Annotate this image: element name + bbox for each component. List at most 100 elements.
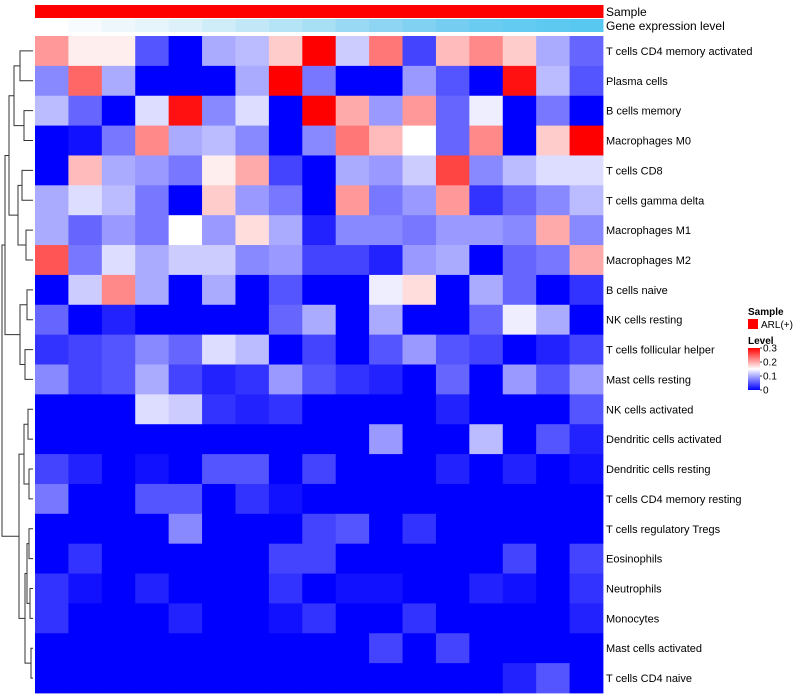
- heatmap-cell: [435, 573, 470, 604]
- annotation-label-gene-expression: Gene expression level: [606, 19, 725, 33]
- heatmap-cell: [536, 573, 570, 604]
- heatmap-cell: [569, 155, 604, 186]
- heatmap-cell: [68, 274, 103, 306]
- gene-level-annotation-cell: [536, 19, 571, 32]
- heatmap-cell: [435, 36, 470, 67]
- heatmap-cell: [35, 185, 69, 216]
- heatmap-cell: [302, 95, 337, 126]
- annotation-label-sample: Sample: [606, 5, 647, 19]
- heatmap-cell: [469, 155, 504, 186]
- heatmap-cell: [569, 125, 604, 156]
- heatmap-cell: [68, 633, 103, 664]
- heatmap-cell: [135, 603, 170, 634]
- heatmap-cell: [302, 185, 337, 216]
- heatmap-cell: [502, 573, 537, 604]
- heatmap-cell: [502, 424, 537, 455]
- heatmap-cell: [569, 65, 604, 97]
- heatmap-cell: [135, 185, 170, 216]
- legend-level-ticks: 0.3 0.2 0.1 0: [760, 344, 777, 397]
- row-label-t-cells-cd4-memory-resting: T cells CD4 memory resting: [606, 494, 742, 506]
- row-label-dendritic-cells-activated: Dendritic cells activated: [606, 434, 722, 446]
- heatmap-cell: [168, 304, 203, 336]
- heatmap-cell: [101, 483, 136, 515]
- heatmap-cell: [35, 215, 69, 246]
- heatmap-cell: [168, 394, 203, 425]
- heatmap-cell: [502, 513, 537, 545]
- heatmap-cell: [569, 334, 604, 365]
- heatmap-cell: [101, 125, 136, 156]
- row-labels: T cells CD4 memory activated Plasma cells…: [606, 46, 753, 685]
- heatmap-cell: [469, 185, 504, 216]
- gene-level-annotation-cell: [202, 19, 236, 32]
- heatmap-cell: [435, 543, 470, 574]
- sample-annotation-cell: [335, 5, 370, 18]
- heatmap-cell: [402, 65, 437, 97]
- heatmap-cell: [469, 454, 504, 485]
- heatmap-cell: [135, 155, 170, 186]
- heatmap-cell: [569, 513, 604, 545]
- heatmap-cell: [469, 95, 504, 126]
- heatmap-cell: [268, 633, 303, 664]
- row-label-eosinophils: Eosinophils: [606, 554, 663, 566]
- heatmap-cell: [469, 394, 504, 425]
- heatmap-cell: [202, 274, 236, 306]
- heatmap-cell: [502, 364, 537, 395]
- heatmap-cell: [302, 65, 337, 97]
- heatmap-cell: [335, 543, 370, 574]
- heatmap-cell: [435, 424, 470, 455]
- heatmap-cell: [402, 603, 437, 634]
- heatmap-cell: [101, 633, 136, 664]
- heatmap-cell: [235, 185, 270, 216]
- heatmap-cell: [302, 513, 337, 545]
- heatmap-cell: [435, 215, 470, 246]
- sample-annotation-cell: [469, 5, 504, 18]
- heatmap-cell: [536, 663, 570, 694]
- heatmap-cell: [202, 424, 236, 455]
- heatmap-cell: [369, 603, 403, 634]
- heatmap-cell: [369, 663, 403, 694]
- heatmap-cell: [335, 185, 370, 216]
- gene-level-annotation-cell: [235, 19, 270, 32]
- heatmap-cell: [502, 65, 537, 97]
- heatmap-cell: [202, 125, 236, 156]
- heatmap-cell: [569, 424, 604, 455]
- heatmap-cell: [502, 304, 537, 336]
- heatmap-cell: [235, 95, 270, 126]
- heatmap-cell: [35, 36, 69, 67]
- heatmap-cell: [402, 424, 437, 455]
- heatmap-cell: [235, 633, 270, 664]
- heatmap-cell: [435, 603, 470, 634]
- heatmap-cell: [536, 36, 570, 67]
- gene-level-annotation-cell: [268, 19, 303, 32]
- heatmap-cell: [268, 663, 303, 694]
- heatmap-cell: [101, 364, 136, 395]
- heatmap-cell: [536, 603, 570, 634]
- heatmap-cell: [369, 513, 403, 545]
- heatmap-cell: [335, 125, 370, 156]
- heatmap-cell: [569, 304, 604, 336]
- heatmap-cell: [202, 513, 236, 545]
- heatmap-cell: [536, 215, 570, 246]
- heatmap-cell: [369, 155, 403, 186]
- gene-level-annotation-cell: [469, 19, 504, 32]
- heatmap-cell: [268, 95, 303, 126]
- heatmap-cell: [369, 245, 403, 276]
- sample-annotation-cell: [435, 5, 470, 18]
- heatmap-cell: [369, 185, 403, 216]
- heatmap-cell: [369, 573, 403, 604]
- heatmap-cell: [35, 543, 69, 574]
- heatmap-cell: [402, 663, 437, 694]
- heatmap-cell: [268, 573, 303, 604]
- heatmap-cell: [268, 36, 303, 67]
- heatmap-cell: [268, 483, 303, 515]
- row-label-macrophages-m1: Macrophages M1: [606, 225, 691, 237]
- heatmap-cell: [536, 394, 570, 425]
- heatmap-cell: [335, 603, 370, 634]
- heatmap-cell: [435, 65, 470, 97]
- heatmap-cell: [101, 245, 136, 276]
- heatmap-cell: [569, 454, 604, 485]
- heatmap-cell: [168, 334, 203, 365]
- sample-annotation-cell: [235, 5, 270, 18]
- sample-annotation-cell: [202, 5, 236, 18]
- level-tick-label: 0.3: [763, 344, 777, 355]
